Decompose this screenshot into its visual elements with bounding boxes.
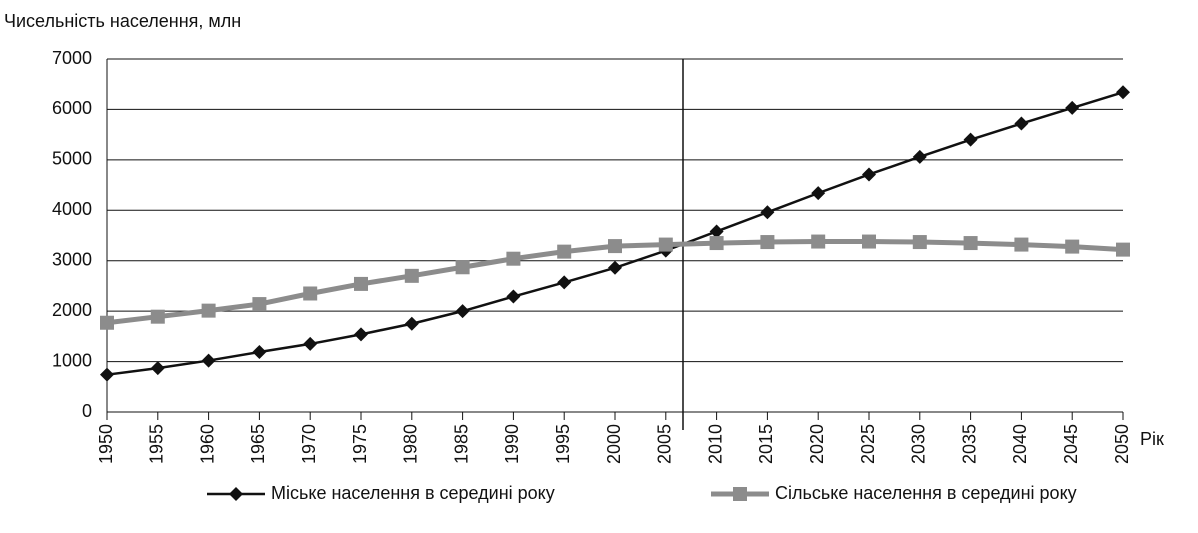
data-point — [150, 361, 165, 376]
y-tick-label: 4000 — [52, 199, 92, 219]
data-point — [506, 251, 521, 266]
x-tick-label: 1965 — [248, 424, 268, 464]
y-tick-label: 0 — [82, 401, 92, 421]
x-tick-label: 2010 — [705, 424, 725, 464]
data-point — [557, 244, 572, 259]
x-tick-label: 1970 — [299, 424, 319, 464]
data-point — [455, 260, 470, 275]
y-tick-label: 2000 — [52, 300, 92, 320]
x-tick-label: 2040 — [1010, 424, 1030, 464]
x-tick-label: 1990 — [502, 424, 522, 464]
data-point — [811, 234, 826, 249]
data-point — [100, 315, 114, 330]
legend-marker — [229, 487, 243, 501]
x-tick-label: 1995 — [553, 424, 573, 464]
x-tick-label: 2030 — [909, 424, 929, 464]
data-point — [1116, 242, 1130, 257]
data-point — [709, 236, 724, 251]
x-tick-label: 2045 — [1061, 424, 1081, 464]
data-point — [963, 132, 978, 147]
legend-label: Міське населення в середині року — [271, 483, 555, 503]
data-point — [455, 304, 470, 319]
x-tick-label: 2025 — [858, 424, 878, 464]
y-axis-label: Чисельність населення, млн — [4, 11, 241, 31]
data-point — [1014, 116, 1029, 131]
x-tick-label: 1955 — [147, 424, 167, 464]
data-point — [608, 239, 622, 254]
data-point — [201, 353, 216, 368]
data-point — [404, 268, 419, 283]
data-point — [201, 303, 216, 318]
data-point — [1065, 100, 1080, 115]
data-point — [557, 275, 572, 290]
data-point — [354, 327, 368, 342]
x-tick-label: 1975 — [350, 424, 370, 464]
data-point — [252, 297, 267, 312]
data-point — [1065, 239, 1080, 254]
data-point — [912, 149, 927, 164]
data-point — [100, 367, 114, 382]
data-point — [608, 260, 622, 275]
x-tick-label: 1960 — [197, 424, 217, 464]
legend-marker — [733, 487, 747, 501]
data-point — [811, 186, 826, 201]
data-point — [252, 344, 267, 359]
data-point — [760, 205, 775, 220]
y-tick-label: 7000 — [52, 48, 92, 68]
x-tick-label: 2035 — [959, 424, 979, 464]
legend-label: Сільське населення в середині року — [775, 483, 1077, 503]
data-point — [709, 224, 724, 239]
data-point — [303, 286, 318, 301]
y-tick-label: 5000 — [52, 149, 92, 169]
data-point — [354, 276, 368, 291]
data-point — [1116, 85, 1130, 100]
data-point — [862, 167, 876, 182]
data-point — [862, 234, 876, 249]
y-tick-label: 6000 — [52, 98, 92, 118]
x-tick-label: 1950 — [96, 424, 116, 464]
data-point — [658, 237, 673, 252]
data-point — [506, 289, 521, 304]
x-tick-label: 2005 — [655, 424, 675, 464]
x-tick-label: 2000 — [604, 424, 624, 464]
data-point — [1014, 237, 1029, 252]
x-tick-label: 2050 — [1112, 424, 1132, 464]
data-point — [912, 235, 927, 250]
data-point — [404, 316, 419, 331]
x-tick-label: 2015 — [756, 424, 776, 464]
x-tick-label: 1985 — [451, 424, 471, 464]
data-point — [760, 235, 775, 250]
data-point — [963, 236, 978, 251]
y-tick-label: 3000 — [52, 249, 92, 269]
x-axis-label: Рік — [1140, 429, 1164, 449]
data-point — [150, 309, 165, 324]
x-tick-label: 2020 — [807, 424, 827, 464]
x-tick-label: 1980 — [401, 424, 421, 464]
data-point — [303, 336, 318, 351]
y-tick-label: 1000 — [52, 350, 92, 370]
